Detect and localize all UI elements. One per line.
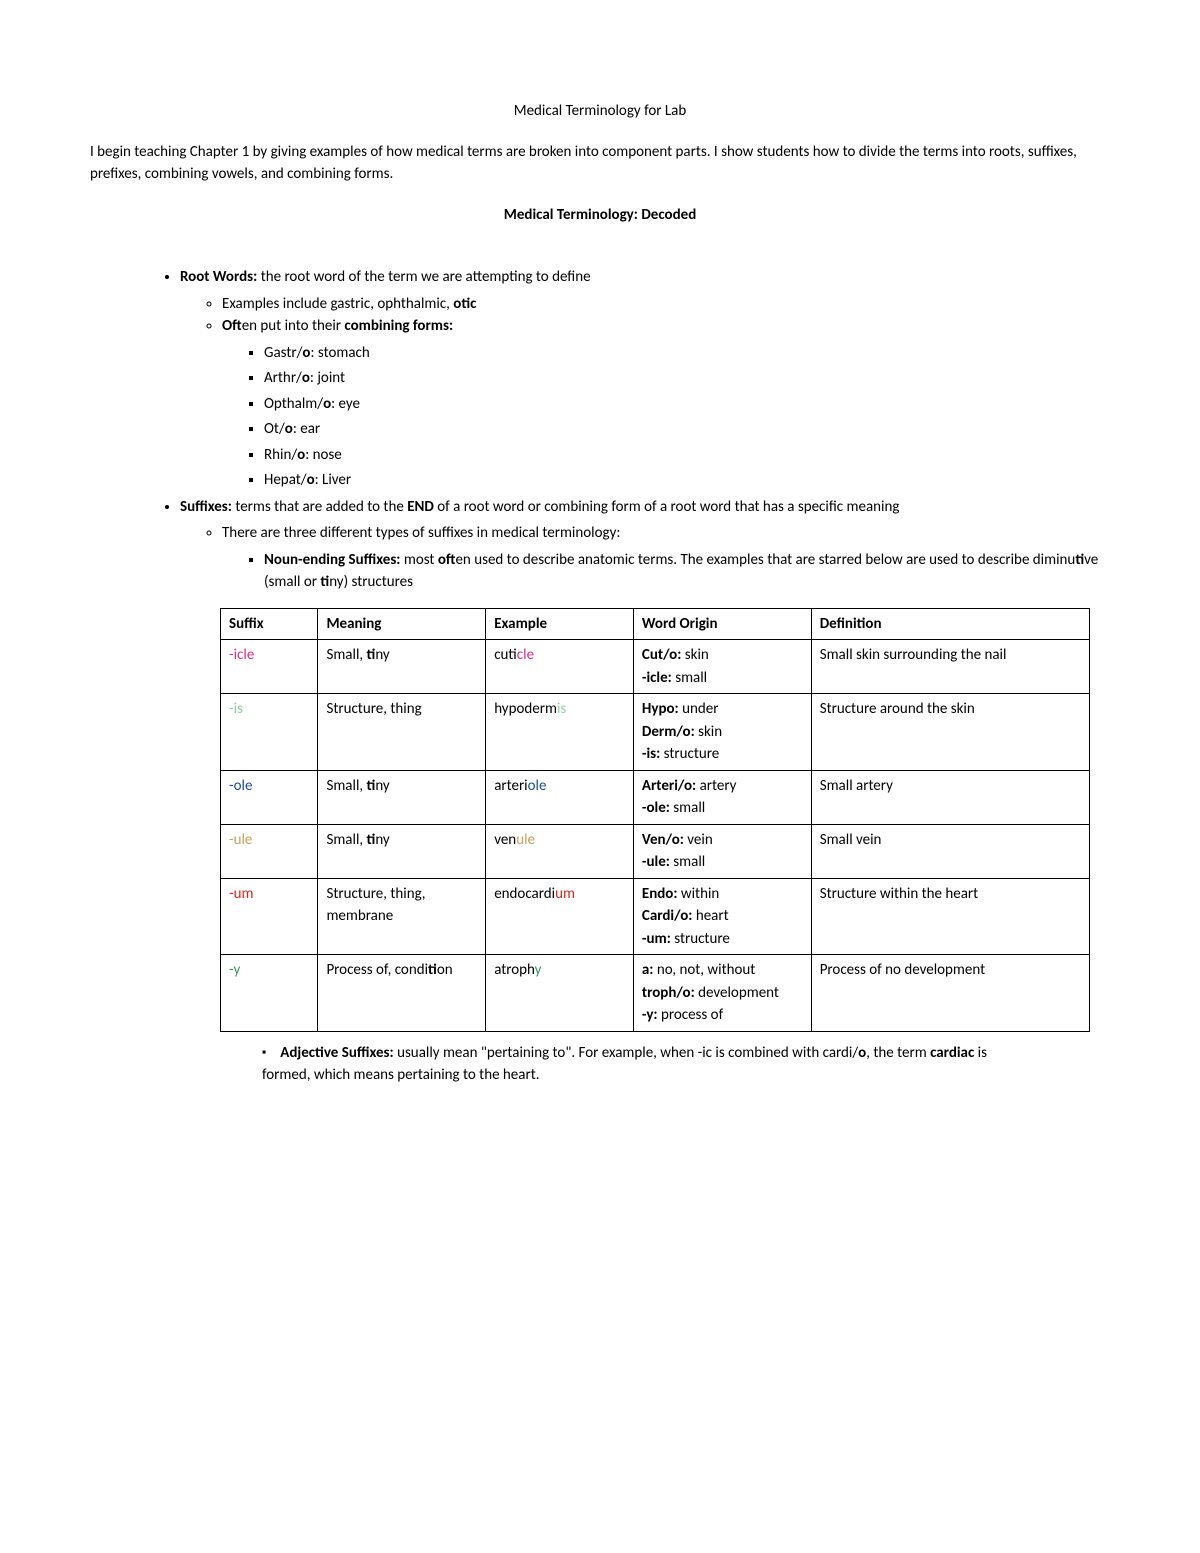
cell-definition: Small artery <box>811 770 1089 824</box>
noun-d: ny) structures <box>329 573 413 591</box>
cell-origin: Hypo: underDerm/o: skin-is: structure <box>633 694 811 771</box>
adjective-suffix-block: Adjective Suffixes: usually mean "pertai… <box>90 1042 1110 1087</box>
th-example: Example <box>486 608 634 640</box>
combining-forms-list: Gastr/o: stomachArthr/o: joint Opthalm/o:… <box>222 342 1110 492</box>
th-suffix: Suffix <box>221 608 318 640</box>
combining-item: Rhin/o: nose <box>264 444 1110 467</box>
th-definition: Definition <box>811 608 1089 640</box>
root-ex-text: Examples include gastric, ophthalmic, <box>222 295 453 313</box>
suffix-types-intro: There are three different types of suffi… <box>222 522 1110 594</box>
cell-definition: Process of no development <box>811 955 1089 1032</box>
adj-label: Adjective Suffixes: <box>280 1044 393 1062</box>
main-list: Root Words: the root word of the term we… <box>90 266 1110 594</box>
combining-item: Ot/o: ear <box>264 418 1110 441</box>
cell-example: endocardium <box>486 878 634 955</box>
subtitle: Medical Terminology: Decoded <box>90 204 1110 227</box>
cell-origin: Endo: withinCardi/o: heart-um: structure <box>633 878 811 955</box>
cell-definition: Structure around the skin <box>811 694 1089 771</box>
cell-definition: Structure within the heart <box>811 878 1089 955</box>
th-meaning: Meaning <box>318 608 486 640</box>
cell-suffix: -ole <box>221 770 318 824</box>
suffixes-item: Suffixes: terms that are added to the EN… <box>180 496 1110 594</box>
table-row: -oleSmall, tinyarterioleArteri/o: artery… <box>221 770 1090 824</box>
suffix-table: Suffix Meaning Example Word Origin Defin… <box>220 608 1090 1032</box>
adj-cardiac: cardiac <box>930 1044 974 1062</box>
cell-example: hypodermis <box>486 694 634 771</box>
cell-suffix: -y <box>221 955 318 1032</box>
suffix-desc-a: terms that are added to the <box>232 498 407 516</box>
suffix-desc-b: of a root word or combining form of a ro… <box>434 498 900 516</box>
cell-meaning: Small, tiny <box>318 770 486 824</box>
root-desc: the root word of the term we are attempt… <box>257 268 590 286</box>
combining-item: Arthr/o: joint <box>264 367 1110 390</box>
root-label: Root Words: <box>180 268 257 286</box>
cell-origin: a: no, not, withouttroph/o: development-… <box>633 955 811 1032</box>
cell-meaning: Structure, thing, membrane <box>318 878 486 955</box>
cell-origin: Cut/o: skin-icle: small <box>633 640 811 694</box>
intro-paragraph: I begin teaching Chapter 1 by giving exa… <box>90 141 1110 186</box>
cell-meaning: Small, tiny <box>318 640 486 694</box>
noun-b3: ti <box>320 573 329 591</box>
table-row: -icleSmall, tinycuticleCut/o: skin-icle:… <box>221 640 1090 694</box>
cell-origin: Ven/o: vein-ule: small <box>633 824 811 878</box>
root-combining: Often put into their combining forms: Ga… <box>222 315 1110 492</box>
combining-item: Opthalm/o: eye <box>264 393 1110 416</box>
suffix-label: Suffixes: <box>180 498 232 516</box>
combining-item: Hepat/o: Liver <box>264 469 1110 492</box>
cell-example: cuticle <box>486 640 634 694</box>
noun-b2: ti <box>1075 551 1084 569</box>
cell-example: venule <box>486 824 634 878</box>
noun-b1: oft <box>438 551 456 569</box>
cell-example: arteriole <box>486 770 634 824</box>
cell-suffix: -is <box>221 694 318 771</box>
table-header-row: Suffix Meaning Example Word Origin Defin… <box>221 608 1090 640</box>
noun-suffix-item: Noun-ending Suffixes: most often used to… <box>264 549 1110 594</box>
adj-a: usually mean "pertaining to". For exampl… <box>394 1044 859 1062</box>
root-examples: Examples include gastric, ophthalmic, ot… <box>222 293 1110 316</box>
suffix-desc-bold: END <box>407 498 434 516</box>
combining-item: Gastr/o: stomach <box>264 342 1110 365</box>
page-title: Medical Terminology for Lab <box>90 100 1110 123</box>
table-row: -yProcess of, conditionatrophya: no, not… <box>221 955 1090 1032</box>
root-comb-bold: combining forms: <box>344 317 453 335</box>
root-ex-bold: otic <box>453 295 476 313</box>
root-words-item: Root Words: the root word of the term we… <box>180 266 1110 492</box>
adj-b: , the term <box>866 1044 930 1062</box>
cell-meaning: Small, tiny <box>318 824 486 878</box>
noun-b: en used to describe anatomic terms. The … <box>455 551 1075 569</box>
cell-definition: Small vein <box>811 824 1089 878</box>
cell-definition: Small skin surrounding the nail <box>811 640 1089 694</box>
cell-suffix: -ule <box>221 824 318 878</box>
cell-example: atrophy <box>486 955 634 1032</box>
table-row: -isStructure, thinghypodermisHypo: under… <box>221 694 1090 771</box>
th-origin: Word Origin <box>633 608 811 640</box>
cell-origin: Arteri/o: artery-ole: small <box>633 770 811 824</box>
cell-suffix: -um <box>221 878 318 955</box>
cell-meaning: Process of, condition <box>318 955 486 1032</box>
cell-meaning: Structure, thing <box>318 694 486 771</box>
root-comb-prefix: Oft <box>222 317 242 335</box>
cell-suffix: -icle <box>221 640 318 694</box>
noun-label: Noun-ending Suffixes: <box>264 551 400 569</box>
table-row: -umStructure, thing, membraneendocardium… <box>221 878 1090 955</box>
table-row: -uleSmall, tinyvenuleVen/o: vein-ule: sm… <box>221 824 1090 878</box>
noun-a: most <box>400 551 437 569</box>
root-comb-rest: en put into their <box>242 317 345 335</box>
